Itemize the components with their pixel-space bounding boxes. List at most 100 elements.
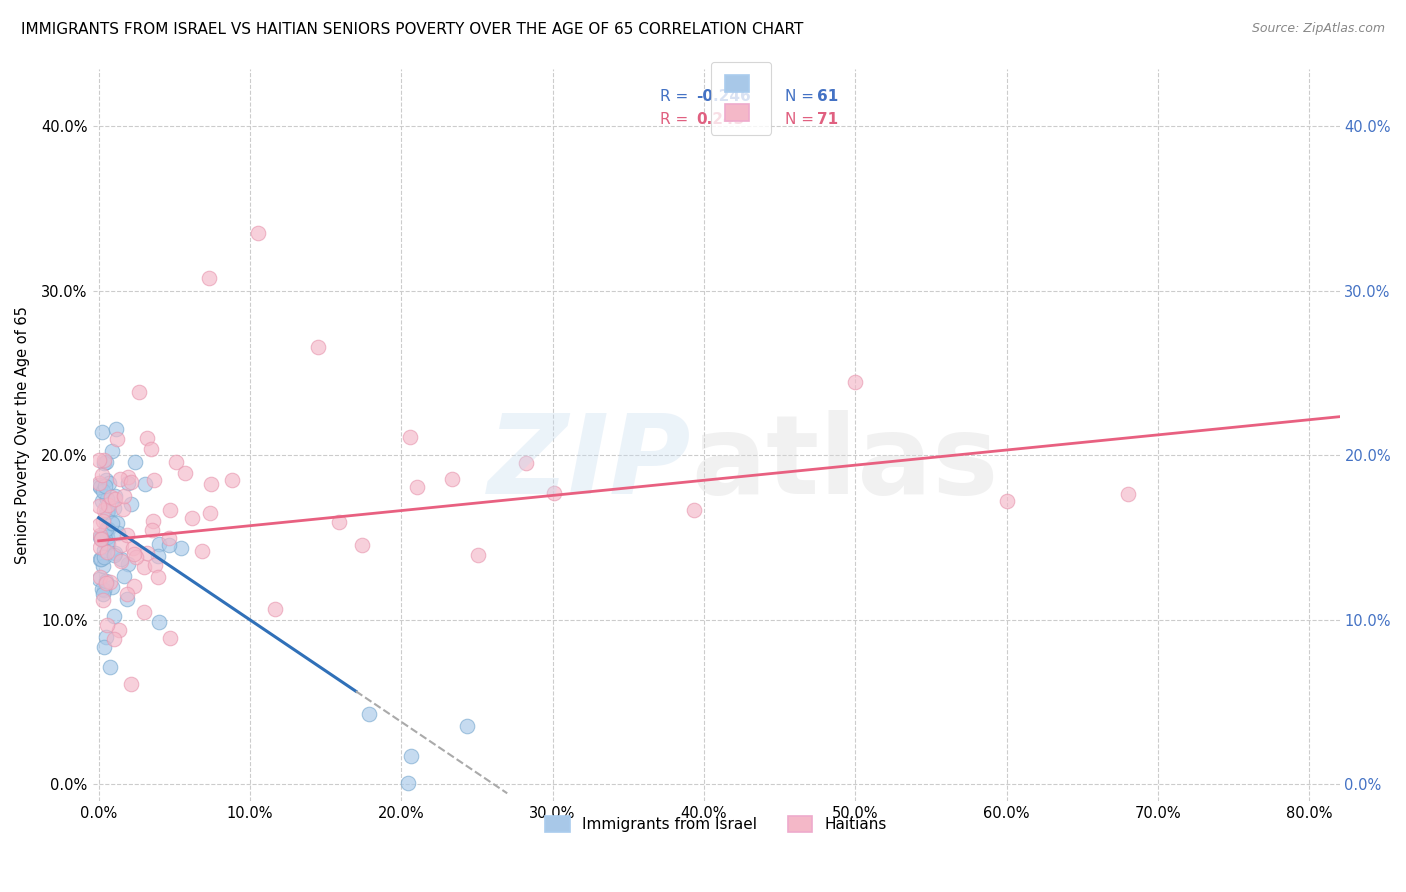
- Point: [93, 582, 115, 597]
- Point: [100, 491, 122, 505]
- Point: [105, 432, 128, 446]
- Point: [90, 533, 112, 547]
- Point: [124, 547, 146, 561]
- Point: [307, 340, 329, 354]
- Point: [350, 539, 373, 553]
- Point: [132, 560, 155, 574]
- Point: [246, 226, 269, 240]
- Point: [134, 477, 156, 491]
- Point: [94, 574, 117, 588]
- Point: [96, 530, 118, 544]
- Point: [89, 570, 111, 584]
- Point: [190, 544, 212, 558]
- Point: [97, 475, 120, 490]
- Point: [98, 574, 121, 589]
- Point: [105, 422, 128, 436]
- Point: [101, 444, 124, 458]
- Point: [93, 543, 115, 558]
- Point: [170, 541, 193, 555]
- Text: R =: R =: [659, 112, 693, 128]
- Point: [112, 568, 135, 582]
- Point: [91, 587, 114, 601]
- Point: [97, 522, 120, 536]
- Point: [94, 455, 117, 469]
- Text: Source: ZipAtlas.com: Source: ZipAtlas.com: [1251, 22, 1385, 36]
- Point: [159, 503, 181, 517]
- Point: [101, 580, 124, 594]
- Point: [142, 514, 165, 528]
- Point: [89, 527, 111, 541]
- Point: [398, 430, 420, 444]
- Legend: Immigrants from Israel, Haitians: Immigrants from Israel, Haitians: [533, 804, 898, 845]
- Point: [456, 719, 478, 733]
- Text: -0.246: -0.246: [696, 89, 751, 103]
- Point: [96, 506, 118, 520]
- Point: [105, 516, 128, 530]
- Point: [122, 541, 145, 556]
- Point: [146, 549, 169, 563]
- Point: [100, 516, 122, 531]
- Point: [90, 531, 112, 545]
- Point: [89, 475, 111, 490]
- Text: N =: N =: [785, 89, 818, 103]
- Point: [104, 492, 127, 507]
- Point: [96, 544, 118, 558]
- Point: [399, 749, 422, 764]
- Point: [157, 538, 180, 552]
- Point: [543, 486, 565, 500]
- Point: [159, 631, 181, 645]
- Point: [91, 592, 114, 607]
- Point: [103, 549, 125, 563]
- Point: [89, 572, 111, 586]
- Point: [141, 442, 163, 456]
- Point: [117, 592, 139, 607]
- Point: [174, 466, 197, 480]
- Point: [110, 538, 132, 552]
- Point: [515, 456, 537, 470]
- Point: [124, 454, 146, 468]
- Text: N =: N =: [785, 112, 818, 128]
- Point: [146, 569, 169, 583]
- Point: [148, 615, 170, 630]
- Point: [120, 677, 142, 691]
- Point: [90, 582, 112, 597]
- Point: [89, 530, 111, 544]
- Point: [94, 630, 117, 644]
- Point: [89, 499, 111, 513]
- Point: [110, 554, 132, 568]
- Point: [96, 618, 118, 632]
- Point: [157, 531, 180, 545]
- Point: [98, 660, 121, 674]
- Point: [96, 537, 118, 551]
- Point: [97, 504, 120, 518]
- Point: [142, 473, 165, 487]
- Point: [1116, 487, 1139, 501]
- Text: ZIP: ZIP: [488, 410, 692, 517]
- Point: [91, 467, 114, 482]
- Point: [97, 498, 120, 512]
- Point: [94, 478, 117, 492]
- Point: [93, 456, 115, 470]
- Point: [995, 494, 1018, 508]
- Point: [87, 478, 110, 492]
- Point: [165, 455, 187, 469]
- Point: [396, 776, 419, 790]
- Point: [110, 552, 132, 566]
- Point: [93, 503, 115, 517]
- Point: [180, 510, 202, 524]
- Point: [467, 548, 489, 562]
- Point: [141, 523, 163, 537]
- Point: [117, 558, 139, 572]
- Y-axis label: Seniors Poverty Over the Age of 65: Seniors Poverty Over the Age of 65: [15, 306, 30, 564]
- Point: [120, 475, 142, 490]
- Point: [405, 480, 427, 494]
- Text: 0.243: 0.243: [696, 112, 744, 128]
- Point: [440, 472, 463, 486]
- Point: [90, 551, 112, 566]
- Point: [104, 546, 127, 560]
- Point: [93, 549, 115, 564]
- Point: [683, 503, 706, 517]
- Point: [198, 270, 221, 285]
- Point: [110, 472, 132, 486]
- Point: [128, 385, 150, 400]
